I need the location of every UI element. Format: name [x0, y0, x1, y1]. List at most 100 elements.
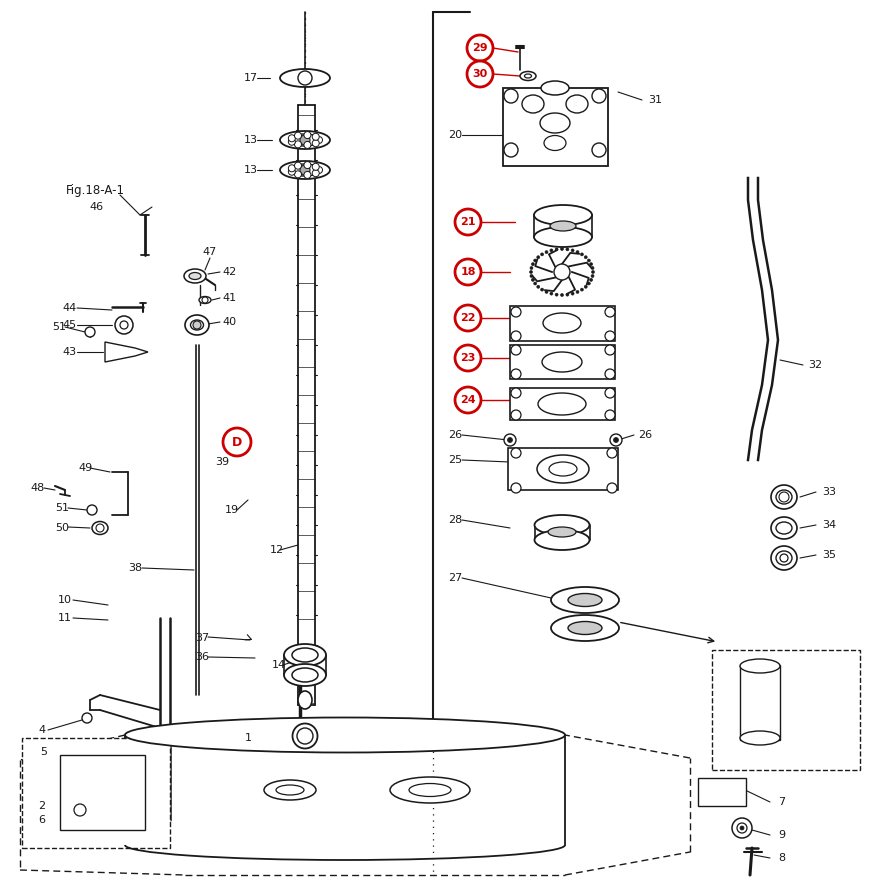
- Bar: [508, 448, 618, 490]
- Ellipse shape: [280, 69, 330, 87]
- Text: 1: 1: [245, 733, 252, 743]
- Text: 38: 38: [128, 563, 142, 573]
- Circle shape: [289, 138, 295, 145]
- Circle shape: [590, 278, 593, 282]
- Circle shape: [737, 823, 747, 833]
- Circle shape: [289, 135, 295, 142]
- Text: 35: 35: [822, 550, 836, 560]
- Ellipse shape: [199, 297, 211, 304]
- Ellipse shape: [550, 221, 576, 231]
- Circle shape: [298, 71, 312, 85]
- Circle shape: [304, 132, 311, 138]
- Ellipse shape: [264, 780, 316, 800]
- Circle shape: [467, 35, 493, 61]
- Circle shape: [592, 270, 595, 274]
- Circle shape: [511, 388, 521, 398]
- Circle shape: [605, 388, 615, 398]
- Ellipse shape: [549, 462, 577, 476]
- Circle shape: [455, 305, 481, 331]
- Text: 29: 29: [472, 43, 488, 53]
- Text: 32: 32: [808, 360, 822, 370]
- Circle shape: [587, 282, 590, 285]
- Text: 19: 19: [225, 505, 239, 515]
- Circle shape: [530, 275, 533, 277]
- Ellipse shape: [284, 644, 326, 666]
- Circle shape: [304, 161, 311, 168]
- Circle shape: [561, 293, 563, 297]
- Text: 44: 44: [62, 303, 76, 313]
- Circle shape: [541, 253, 544, 256]
- Ellipse shape: [276, 785, 304, 795]
- Circle shape: [202, 297, 208, 303]
- Text: 23: 23: [460, 353, 476, 363]
- Text: 6: 6: [38, 815, 45, 825]
- Text: 13: 13: [244, 135, 258, 145]
- Ellipse shape: [184, 269, 206, 283]
- Circle shape: [511, 345, 521, 355]
- Circle shape: [610, 434, 622, 446]
- Circle shape: [591, 275, 594, 277]
- Text: 33: 33: [822, 487, 836, 497]
- Ellipse shape: [568, 621, 602, 634]
- Circle shape: [96, 524, 104, 532]
- Circle shape: [605, 369, 615, 379]
- Circle shape: [504, 89, 518, 103]
- Text: 49: 49: [78, 463, 92, 473]
- Text: 36: 36: [195, 652, 209, 662]
- Text: 34: 34: [822, 520, 836, 530]
- Text: 11: 11: [58, 613, 72, 623]
- Circle shape: [605, 410, 615, 420]
- Circle shape: [531, 262, 535, 266]
- Ellipse shape: [740, 731, 780, 745]
- Text: 7: 7: [778, 797, 785, 807]
- Circle shape: [300, 165, 310, 175]
- Ellipse shape: [292, 668, 318, 682]
- Circle shape: [294, 162, 301, 169]
- Ellipse shape: [542, 352, 582, 372]
- Circle shape: [511, 307, 521, 317]
- Ellipse shape: [776, 522, 792, 534]
- Text: 27: 27: [448, 573, 462, 583]
- Circle shape: [545, 251, 548, 253]
- Circle shape: [455, 387, 481, 413]
- Circle shape: [585, 285, 587, 288]
- Bar: [698, 778, 746, 806]
- Ellipse shape: [92, 522, 108, 534]
- Text: 26: 26: [638, 430, 652, 440]
- Circle shape: [455, 209, 481, 235]
- Ellipse shape: [538, 393, 586, 415]
- Ellipse shape: [390, 777, 470, 803]
- Ellipse shape: [771, 485, 797, 509]
- Text: 20: 20: [448, 130, 462, 140]
- Ellipse shape: [125, 718, 565, 752]
- Circle shape: [511, 410, 521, 420]
- Ellipse shape: [776, 551, 792, 565]
- Circle shape: [592, 143, 606, 157]
- Circle shape: [455, 259, 481, 285]
- Text: 39: 39: [215, 457, 229, 467]
- Ellipse shape: [525, 74, 532, 78]
- Circle shape: [732, 818, 752, 838]
- Text: 26: 26: [448, 430, 462, 440]
- Ellipse shape: [541, 81, 569, 95]
- Bar: [740, 665, 780, 740]
- Bar: [510, 306, 615, 341]
- Circle shape: [294, 171, 301, 178]
- Ellipse shape: [551, 615, 619, 641]
- Ellipse shape: [292, 648, 318, 662]
- Text: Fig.18-A-1: Fig.18-A-1: [65, 183, 124, 197]
- Circle shape: [740, 826, 744, 830]
- Circle shape: [508, 438, 512, 442]
- Ellipse shape: [776, 490, 792, 504]
- Text: 45: 45: [62, 320, 76, 330]
- Ellipse shape: [280, 161, 330, 179]
- Ellipse shape: [551, 587, 619, 613]
- Circle shape: [545, 291, 548, 293]
- Ellipse shape: [284, 664, 326, 686]
- Circle shape: [304, 142, 311, 149]
- Text: 17: 17: [244, 73, 258, 83]
- Ellipse shape: [771, 517, 797, 539]
- Circle shape: [605, 345, 615, 355]
- Circle shape: [83, 742, 91, 750]
- Circle shape: [585, 256, 587, 259]
